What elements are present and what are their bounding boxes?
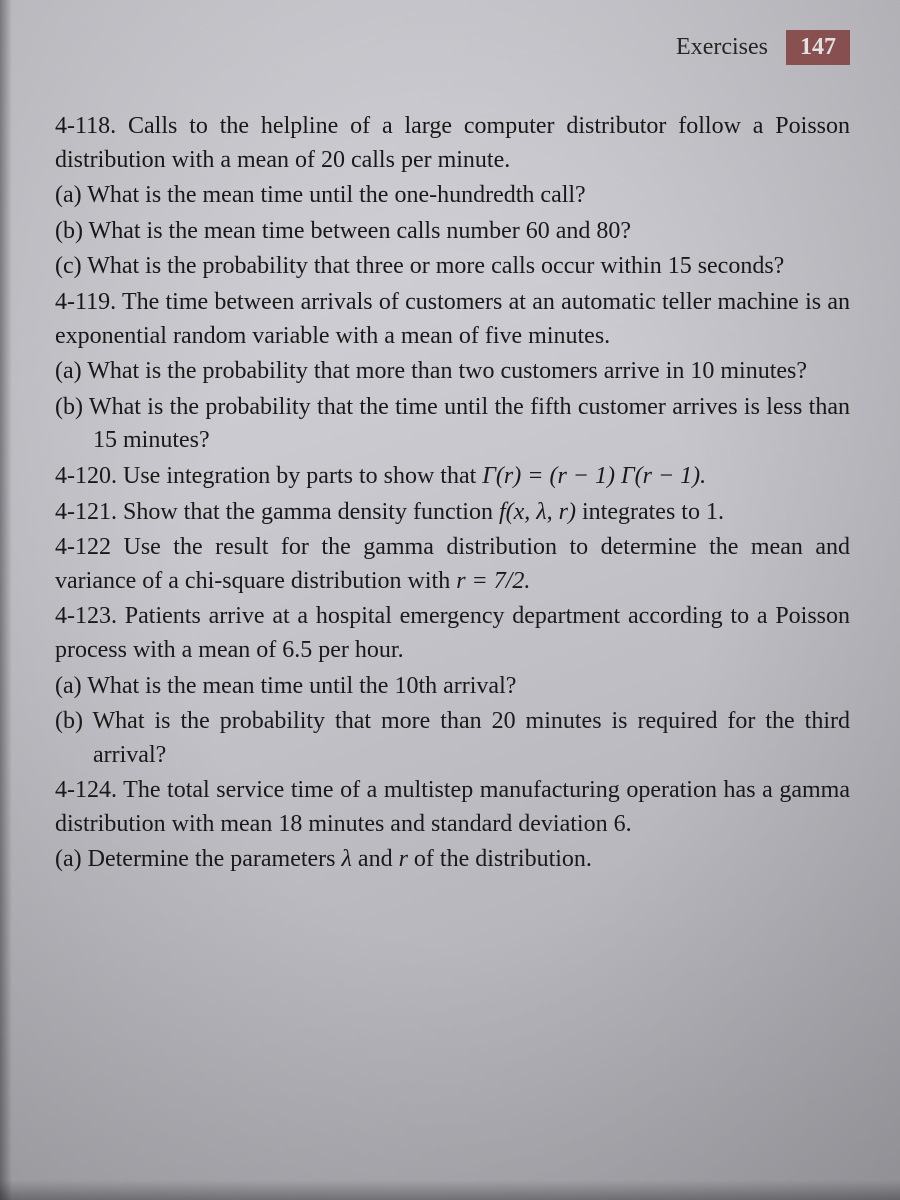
header-label: Exercises: [676, 34, 768, 61]
problem-number: 4-120.: [55, 463, 117, 489]
problem-text-pre: Use integration by parts to show that: [123, 463, 482, 489]
page-header: Exercises 147: [55, 30, 850, 65]
problem-4-118-a: (a) What is the mean time until the one-…: [55, 179, 850, 213]
problem-text: The time between arrivals of customers a…: [55, 289, 850, 349]
sub-math2: r: [399, 846, 408, 872]
problem-text-pre: Show that the gamma density function: [123, 499, 499, 525]
page-number: 147: [786, 30, 850, 65]
problem-number: 4-124.: [55, 777, 117, 803]
problem-number: 4-123.: [55, 603, 117, 629]
problem-text: Calls to the helpline of a large compute…: [55, 113, 850, 173]
problem-math: r = 7/2.: [456, 568, 530, 594]
sub-post: of the distribution.: [408, 846, 592, 872]
problem-number: 4-121.: [55, 499, 117, 525]
problem-math: Γ(r) = (r − 1) Γ(r − 1).: [482, 463, 706, 489]
problem-text-post: integrates to 1.: [576, 499, 724, 525]
problem-text-pre: Use the result for the gamma distributio…: [55, 534, 850, 594]
problem-4-124-a: (a) Determine the parameters λ and r of …: [55, 843, 850, 877]
sub-mid: and: [352, 846, 399, 872]
problem-number: 4-118.: [55, 113, 116, 139]
problem-4-118: 4-118. Calls to the helpline of a large …: [55, 110, 850, 177]
problem-math: f(x, λ, r): [499, 499, 576, 525]
problem-4-119-b: (b) What is the probability that the tim…: [55, 391, 850, 458]
problem-4-123-a: (a) What is the mean time until the 10th…: [55, 670, 850, 704]
problem-4-124: 4-124. The total service time of a multi…: [55, 774, 850, 841]
problem-4-118-c: (c) What is the probability that three o…: [55, 250, 850, 284]
problem-4-122: 4-122 Use the result for the gamma distr…: [55, 531, 850, 598]
problem-4-120: 4-120. Use integration by parts to show …: [55, 460, 850, 494]
problem-text: The total service time of a multistep ma…: [55, 777, 850, 837]
problem-4-123: 4-123. Patients arrive at a hospital eme…: [55, 600, 850, 667]
problem-4-123-b: (b) What is the probability that more th…: [55, 705, 850, 772]
problem-text: Patients arrive at a hospital emergency …: [55, 603, 850, 663]
textbook-page: Exercises 147 4-118. Calls to the helpli…: [0, 0, 900, 1200]
sub-math: λ: [342, 846, 352, 872]
edge-shadow-left: [0, 0, 12, 1200]
problem-number: 4-122: [55, 534, 111, 560]
sub-pre: (a) Determine the parameters: [55, 846, 342, 872]
problem-4-118-b: (b) What is the mean time between calls …: [55, 215, 850, 249]
edge-shadow-bottom: [0, 1180, 900, 1200]
problem-4-119: 4-119. The time between arrivals of cust…: [55, 286, 850, 353]
problem-number: 4-119.: [55, 289, 116, 315]
problem-4-119-a: (a) What is the probability that more th…: [55, 355, 850, 389]
problem-4-121: 4-121. Show that the gamma density funct…: [55, 496, 850, 530]
